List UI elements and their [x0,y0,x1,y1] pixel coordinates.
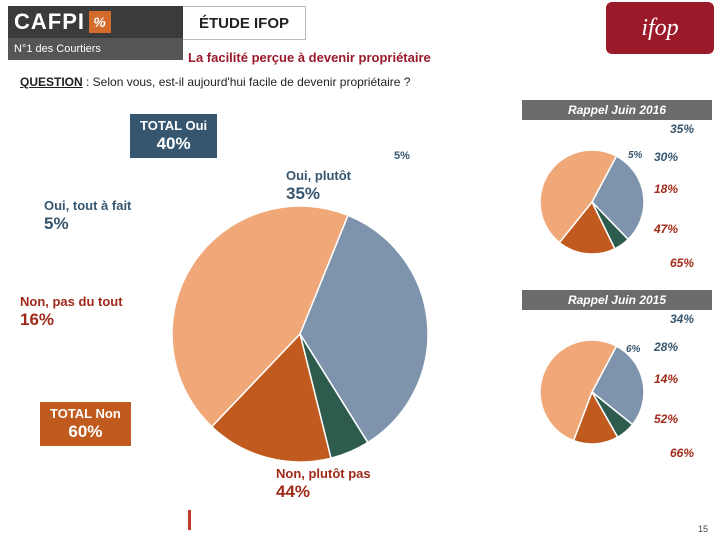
cafpi-logo: CAFPI% N°1 des Courtiers [8,6,183,60]
recall-label: 47% [654,222,678,236]
cafpi-tag: N°1 des Courtiers [8,38,183,60]
chart-label: Non, plutôt pas44% [276,466,371,502]
question-lead: QUESTION [20,75,83,89]
recall-title: Rappel Juin 2016 [522,100,712,120]
study-title: ÉTUDE IFOP [182,6,306,40]
recall-body: 35% 30% 5% 18% 47% 65% [522,120,712,276]
recall-label: 35% [670,122,694,136]
chart-label: 5% [394,150,410,163]
recall-label: 5% [628,150,642,161]
chart-label: Non, pas du tout16% [20,294,123,330]
recall-label: 6% [626,344,640,355]
recall-panel: Rappel Juin 2015 34% 28% 6% 14% 52% 66% [522,290,712,466]
recall-pie [522,120,712,276]
chart-label: TOTAL Non60% [40,402,131,446]
chart-label: Oui, plutôt35% [286,168,351,204]
pct-icon: % [89,11,111,33]
recall-area: Rappel Juin 201635%30%5%18%47%65%Rappel … [522,100,712,480]
recall-label: 34% [670,312,694,326]
recall-panel: Rappel Juin 2016 35% 30% 5% 18% 47% 65% [522,100,712,276]
recall-label: 66% [670,446,694,460]
recall-label: 30% [654,150,678,164]
recall-pie [522,310,712,466]
recall-body: 34% 28% 6% 14% 52% 66% [522,310,712,466]
header: CAFPI% N°1 des Courtiers ÉTUDE IFOP ifop [0,0,720,66]
question: QUESTION : Selon vous, est-il aujourd'hu… [20,75,720,89]
page-number: 15 [698,524,708,534]
chart-label: Oui, tout à fait5% [44,198,131,234]
main-chart-area: TOTAL Oui40% Oui, plutôt35% Oui, tout à fa… [0,114,520,514]
accent-bar [188,510,191,530]
question-text: : Selon vous, est-il aujourd'hui facile … [83,75,411,89]
recall-label: 28% [654,340,678,354]
recall-label: 65% [670,256,694,270]
chart-label: TOTAL Oui40% [130,114,217,158]
cafpi-name: CAFPI [14,9,85,35]
recall-title: Rappel Juin 2015 [522,290,712,310]
recall-label: 14% [654,372,678,386]
recall-label: 52% [654,412,678,426]
ifop-logo: ifop [606,2,714,54]
recall-label: 18% [654,182,678,196]
